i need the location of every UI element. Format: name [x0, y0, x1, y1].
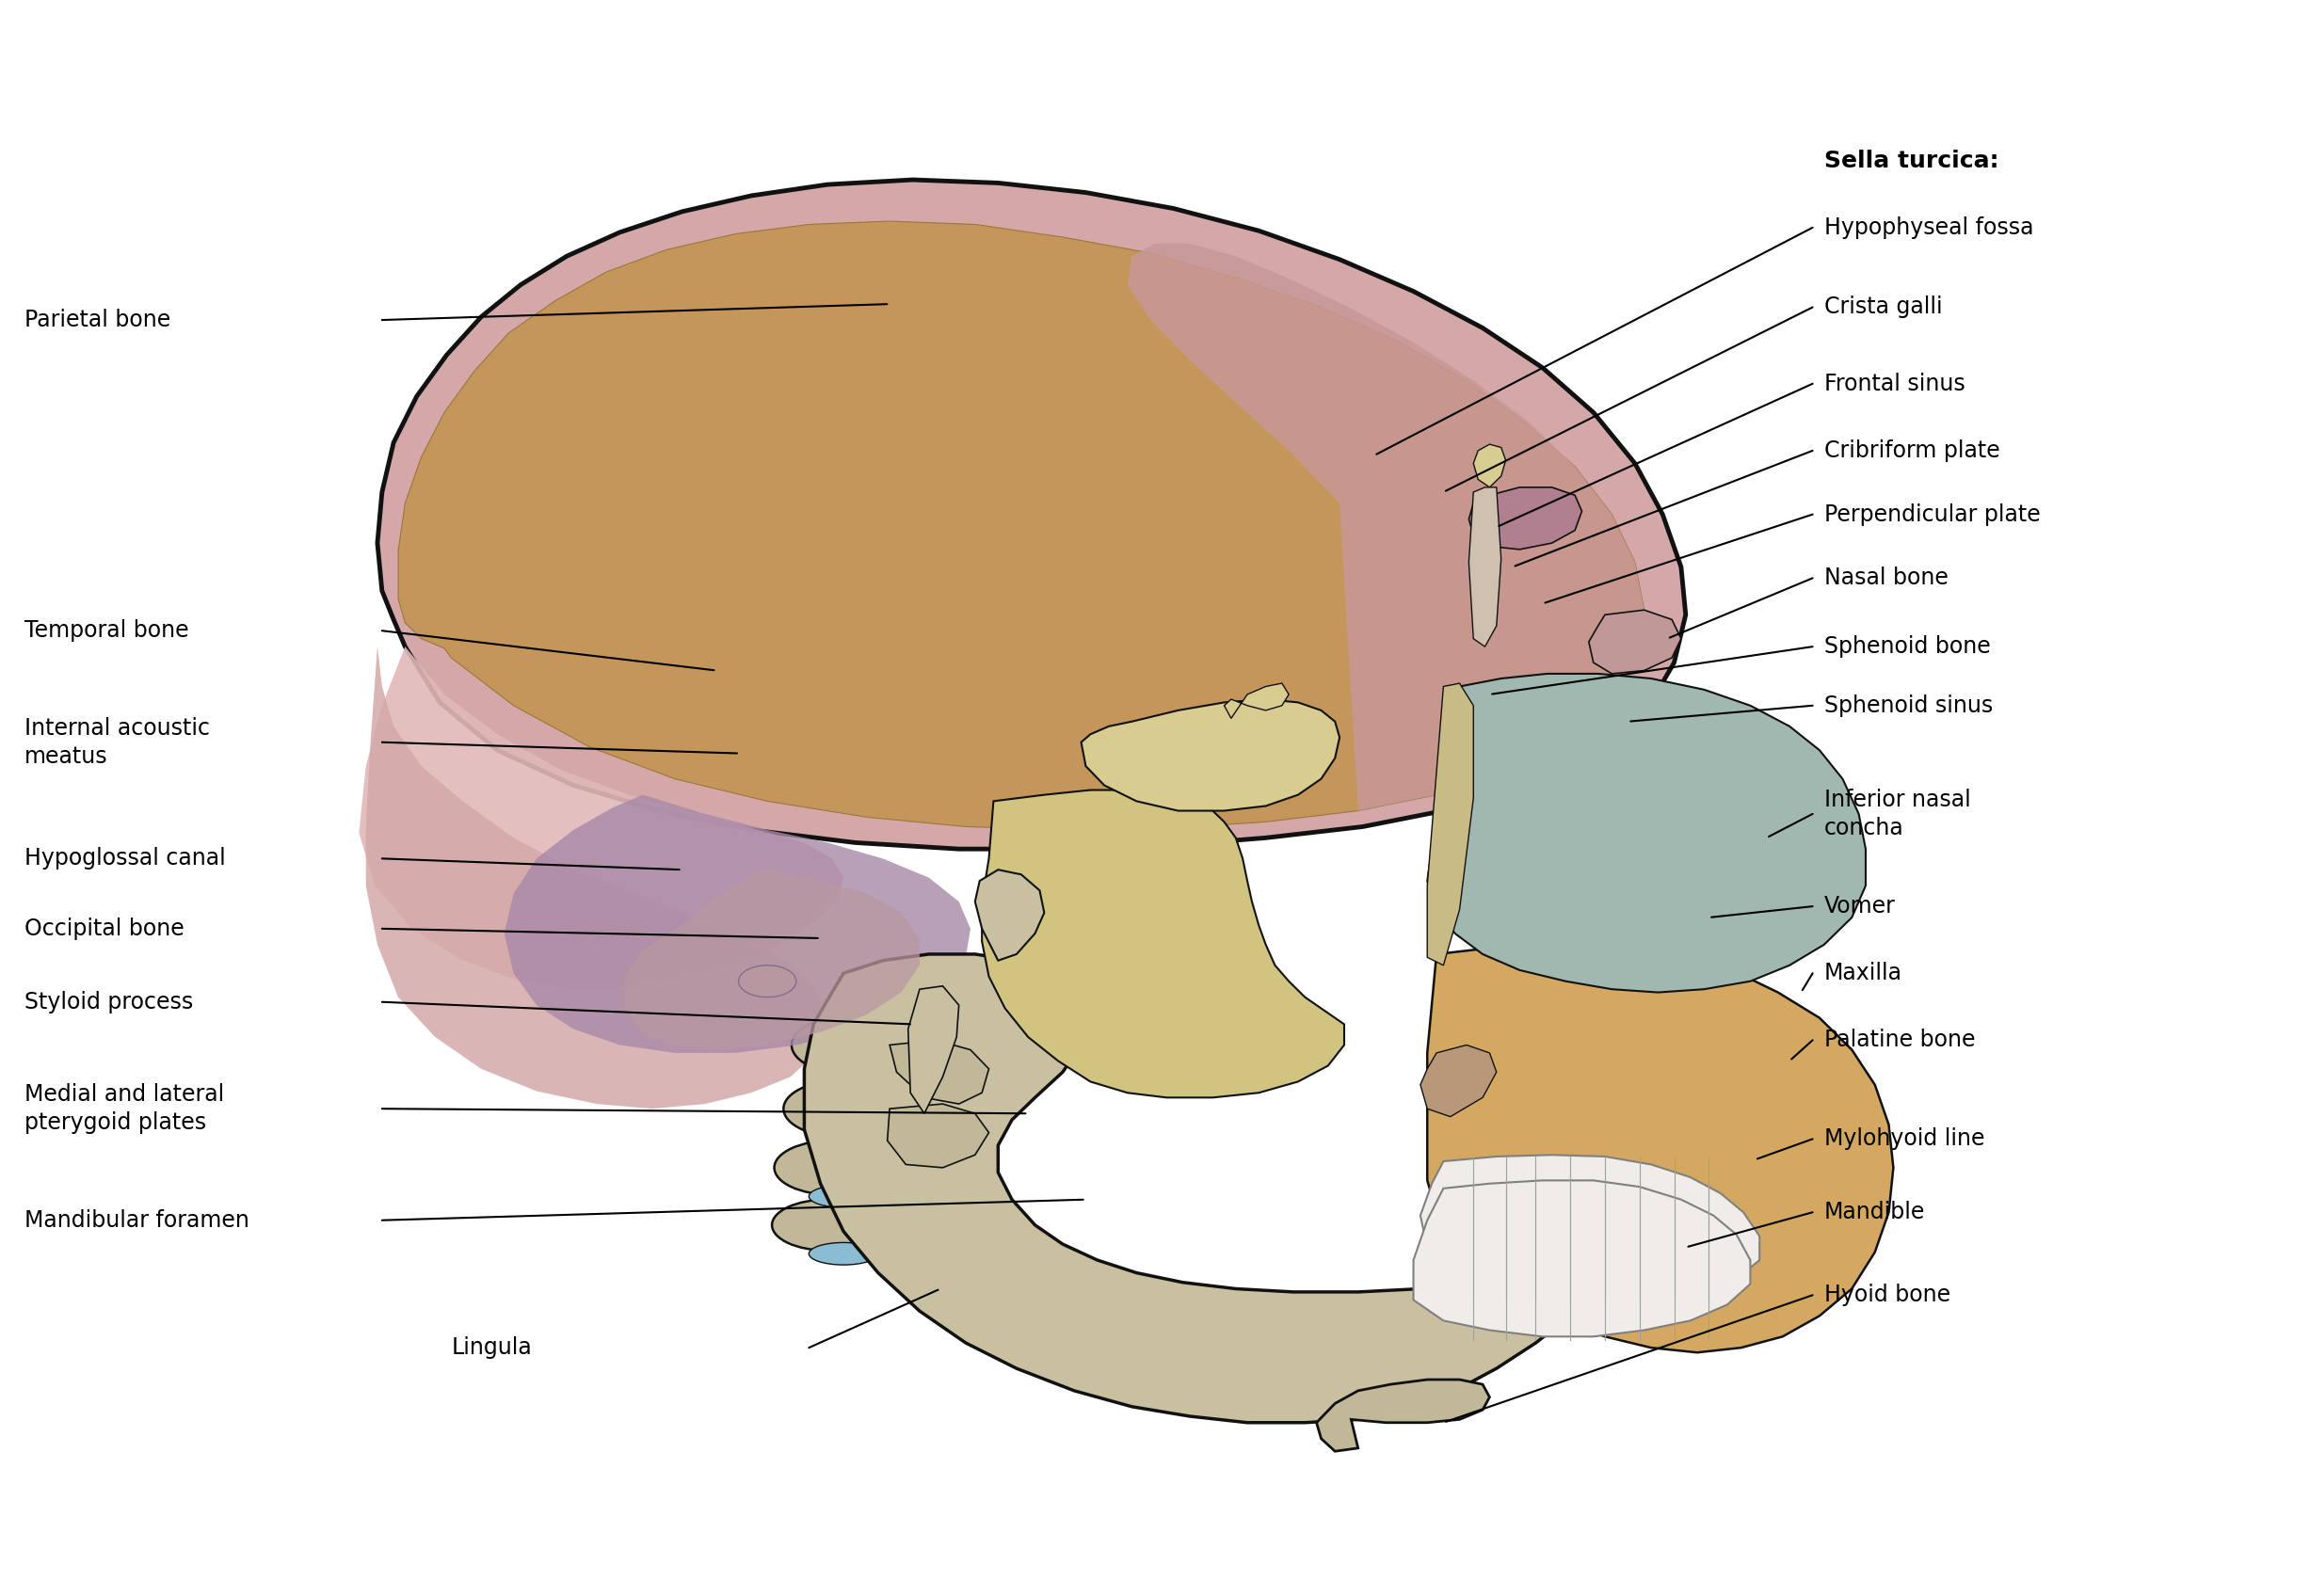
Polygon shape — [889, 1041, 989, 1104]
Text: Parietal bone: Parietal bone — [25, 308, 171, 332]
Polygon shape — [1428, 674, 1866, 993]
Text: Maxilla: Maxilla — [1825, 962, 1901, 985]
Polygon shape — [1421, 1045, 1497, 1117]
Text: Nasal bone: Nasal bone — [1825, 567, 1947, 589]
Polygon shape — [982, 790, 1344, 1098]
Ellipse shape — [808, 1066, 878, 1088]
Text: Styloid process: Styloid process — [25, 991, 194, 1013]
Polygon shape — [1421, 1156, 1760, 1298]
Polygon shape — [1589, 610, 1682, 674]
Polygon shape — [365, 646, 827, 1109]
Polygon shape — [504, 795, 970, 1053]
Polygon shape — [358, 646, 843, 990]
Text: Frontal sinus: Frontal sinus — [1825, 372, 1966, 396]
Text: Medial and lateral
pterygoid plates: Medial and lateral pterygoid plates — [25, 1084, 224, 1135]
Polygon shape — [1469, 487, 1582, 549]
Text: Perpendicular plate: Perpendicular plate — [1825, 503, 2040, 525]
Polygon shape — [887, 1104, 989, 1168]
Polygon shape — [1081, 699, 1340, 811]
Ellipse shape — [739, 966, 797, 998]
Text: Hypoglossal canal: Hypoglossal canal — [25, 847, 226, 870]
Text: Internal acoustic
meatus: Internal acoustic meatus — [25, 717, 210, 768]
Polygon shape — [377, 180, 1686, 849]
Polygon shape — [908, 986, 959, 1114]
Ellipse shape — [772, 1200, 882, 1251]
Text: Mandible: Mandible — [1825, 1200, 1924, 1224]
Text: Inferior nasal
concha: Inferior nasal concha — [1825, 788, 1970, 839]
Polygon shape — [624, 870, 919, 1050]
Ellipse shape — [808, 1243, 878, 1266]
Polygon shape — [397, 222, 1645, 830]
Text: Sphenoid sinus: Sphenoid sinus — [1825, 694, 1994, 717]
Text: Mylohyoid line: Mylohyoid line — [1825, 1128, 1984, 1151]
Ellipse shape — [774, 1141, 889, 1195]
Text: Vomer: Vomer — [1825, 895, 1897, 918]
Text: Temporal bone: Temporal bone — [25, 619, 189, 642]
Polygon shape — [1428, 683, 1474, 966]
Ellipse shape — [808, 1127, 878, 1149]
Polygon shape — [1127, 244, 1645, 811]
Text: Occipital bone: Occipital bone — [25, 918, 185, 940]
Text: Sphenoid bone: Sphenoid bone — [1825, 635, 1991, 658]
Text: Sella turcica:: Sella turcica: — [1825, 150, 1998, 172]
Ellipse shape — [808, 1186, 878, 1208]
Polygon shape — [804, 954, 1629, 1422]
Polygon shape — [975, 870, 1044, 961]
Polygon shape — [1469, 487, 1501, 646]
Ellipse shape — [792, 1015, 919, 1076]
Text: Palatine bone: Palatine bone — [1825, 1029, 1975, 1052]
Polygon shape — [1428, 945, 1894, 1352]
Polygon shape — [1317, 1379, 1490, 1451]
Text: Crista galli: Crista galli — [1825, 295, 1943, 319]
Text: Hyoid bone: Hyoid bone — [1825, 1283, 1950, 1307]
Polygon shape — [1224, 683, 1289, 718]
Text: Hypophyseal fossa: Hypophyseal fossa — [1825, 217, 2033, 239]
Text: Mandibular foramen: Mandibular foramen — [25, 1208, 249, 1232]
Text: Lingula: Lingula — [450, 1336, 531, 1360]
Text: Cribriform plate: Cribriform plate — [1825, 439, 2000, 461]
Polygon shape — [1414, 1181, 1751, 1336]
Ellipse shape — [783, 1080, 903, 1138]
Polygon shape — [397, 222, 1645, 830]
Polygon shape — [1474, 444, 1506, 487]
